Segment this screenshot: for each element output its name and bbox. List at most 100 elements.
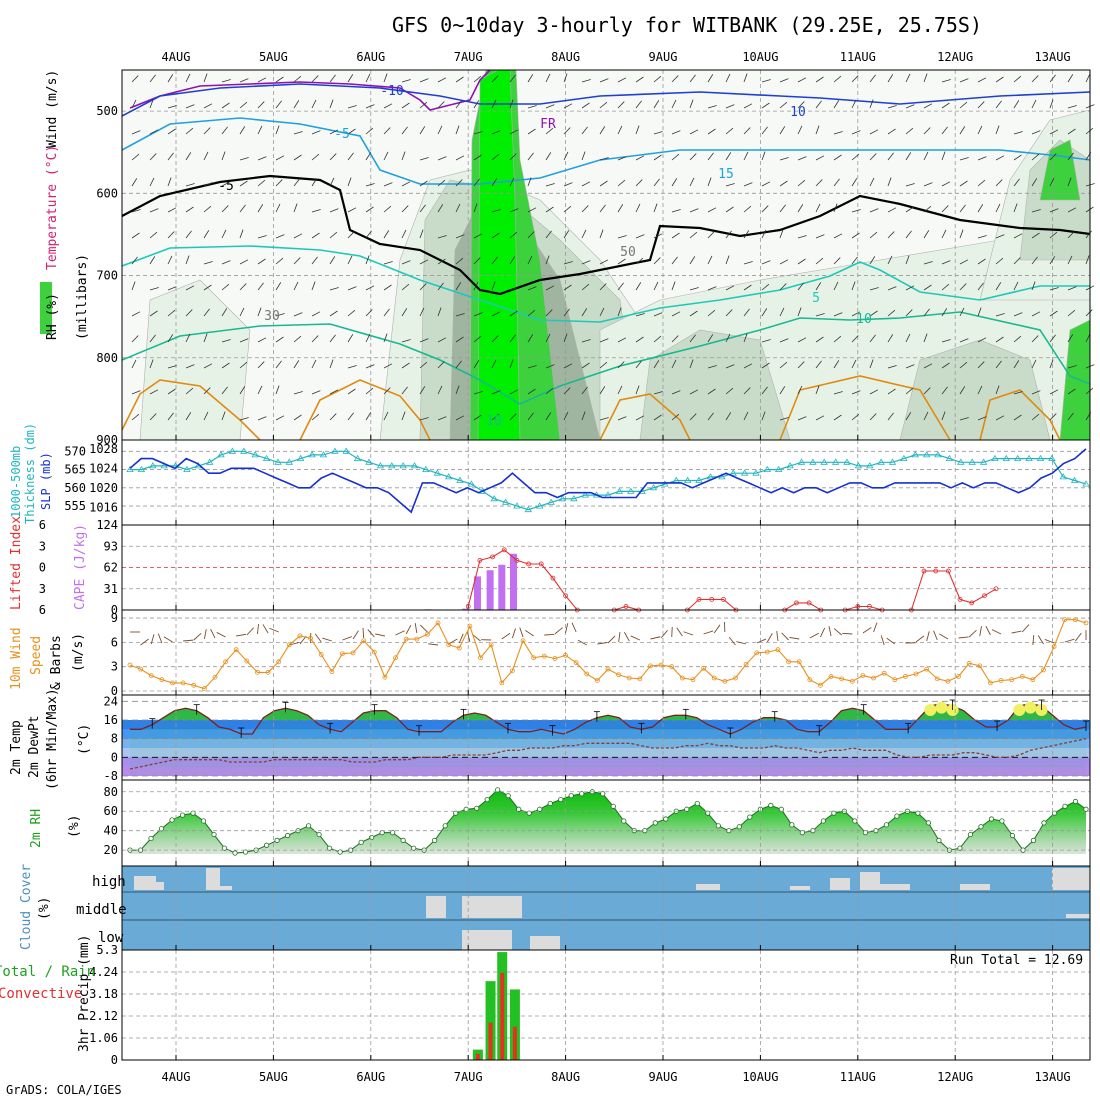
rh-point — [831, 810, 837, 816]
contour-label: 15 — [718, 167, 734, 182]
wind-barb — [743, 230, 750, 239]
precip-total-bar — [485, 981, 496, 1060]
thickness-point — [1082, 480, 1090, 487]
wind-barb — [617, 204, 624, 213]
rh-point — [957, 845, 963, 851]
wind-barb — [761, 229, 767, 239]
thickness-tick-label: 570 — [64, 444, 86, 458]
wind-barb — [815, 282, 822, 291]
wind-barb — [203, 411, 209, 421]
wind-barb — [995, 179, 1003, 187]
wind-barb — [347, 152, 354, 161]
thickness-line — [130, 450, 1087, 511]
wind-barb — [347, 255, 353, 265]
wind-barb — [437, 179, 446, 187]
wind-barb — [995, 203, 1001, 213]
wind-barb — [959, 204, 966, 213]
wind-barb — [563, 363, 573, 369]
p5-label-a: 2m Temp — [9, 720, 24, 775]
wind-barb — [689, 129, 699, 135]
wind-barb-10m — [1075, 632, 1082, 642]
temp-tick-label: 16 — [104, 713, 118, 727]
wind-barb-10m — [322, 637, 332, 642]
top-date-axis: 4AUG 5AUG 6AUG 7AUG 8AUG 9AUG 10AUG 11AUG 12AUG 1… — [162, 50, 1071, 64]
rh-point — [179, 812, 186, 818]
wind-barb — [221, 151, 226, 161]
wind-barb — [419, 180, 428, 187]
wind-barb-10m — [985, 625, 991, 636]
wind-speed-point — [255, 669, 260, 675]
wind-barb — [563, 230, 570, 239]
wind-barb — [869, 359, 874, 369]
wind-barb — [185, 255, 190, 265]
wind-barb — [599, 259, 609, 265]
wind-barb — [977, 125, 983, 135]
wind-barb — [455, 100, 462, 109]
wind-barb — [401, 386, 408, 395]
thickness-point — [308, 451, 316, 458]
thickness-point — [683, 476, 692, 483]
wind-speed-point — [350, 650, 356, 656]
wind-barb — [671, 130, 681, 135]
thickness-point — [1025, 454, 1033, 462]
wind-barb — [365, 230, 372, 239]
lifted-index-point — [957, 596, 963, 602]
wind-speed-point — [244, 658, 250, 664]
wind-barb — [599, 78, 609, 83]
thickness-point — [752, 469, 760, 476]
wind-barb — [959, 361, 968, 369]
wind-barb — [239, 101, 248, 109]
rh-point — [1062, 803, 1068, 809]
rh-point — [978, 824, 984, 830]
rh-point — [232, 850, 238, 856]
wind-barb — [311, 130, 321, 135]
rh-point — [705, 810, 711, 816]
wind-barb — [671, 232, 680, 239]
bottom-date-label: 13AUG — [1035, 1070, 1071, 1084]
wind-speed-point — [1072, 617, 1078, 623]
wind-barb — [329, 310, 338, 317]
wind-barb — [365, 255, 370, 265]
wind-barb — [239, 180, 248, 187]
cape-tick-label: 124 — [96, 518, 118, 532]
top-date-label: 7AUG — [454, 50, 483, 64]
contour-label: 50 — [620, 245, 636, 260]
wind-barb — [563, 411, 569, 421]
wind-barb-10m — [565, 623, 569, 634]
wind-barb — [887, 365, 897, 369]
wind-barb — [581, 126, 588, 135]
wind-barb — [149, 287, 159, 291]
wind-barb-10m — [1032, 634, 1035, 646]
wind-speed-point — [212, 674, 218, 680]
p4-label-c: & Barbs — [49, 635, 64, 690]
wind-speed-point — [297, 633, 303, 639]
wind-barb — [419, 229, 424, 239]
lifted-index-point — [794, 600, 799, 606]
panel-frame — [121, 609, 1091, 696]
wind-barb-10m — [525, 630, 534, 637]
wind-barb — [779, 361, 788, 369]
thickness-point — [1059, 473, 1067, 480]
wind-barb-10m — [676, 627, 683, 637]
wind-barb — [635, 203, 641, 213]
wind-barb — [275, 415, 285, 421]
wind-barb — [203, 363, 213, 369]
wind-speed-point — [318, 652, 324, 657]
wind-barb — [743, 411, 749, 421]
thickness-point — [900, 454, 908, 462]
wind-barb — [797, 337, 807, 343]
wind-barb — [473, 233, 483, 239]
wind-barb — [743, 73, 748, 83]
precip-total-bar — [509, 989, 520, 1060]
wind-barb — [797, 204, 804, 213]
wind-barb — [257, 125, 263, 135]
rh-point — [337, 849, 343, 855]
thickness-point — [695, 476, 703, 483]
cloud-block — [960, 884, 990, 890]
wind-barb — [581, 339, 591, 343]
wind-barb — [275, 125, 280, 135]
cloud-block — [880, 884, 910, 890]
wind-barb-10m — [756, 638, 767, 644]
rh-point — [1041, 820, 1047, 826]
p7-label-a: Cloud Cover — [19, 864, 34, 950]
